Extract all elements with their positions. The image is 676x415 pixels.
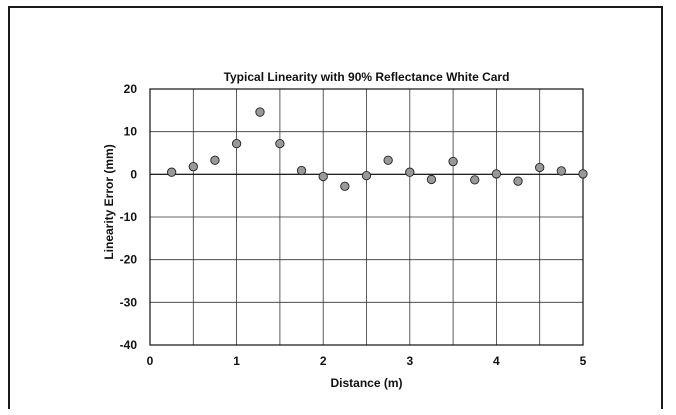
data-point [556, 166, 566, 176]
y-tick-label: 0 [130, 167, 137, 181]
y-tick-label: -40 [120, 338, 138, 352]
data-point [361, 170, 372, 181]
y-tick-label: -10 [120, 210, 138, 224]
y-tick-label: -30 [120, 295, 138, 309]
grid-lines [149, 88, 584, 346]
data-point [578, 169, 588, 179]
x-tick-label: 0 [147, 354, 154, 368]
y-tick-label: 10 [124, 125, 138, 139]
data-point [210, 155, 220, 165]
data-point [405, 167, 415, 177]
data-point [188, 162, 198, 172]
data-point [470, 175, 480, 185]
data-point [426, 174, 437, 185]
figure-frame [8, 6, 663, 409]
x-tick-label: 4 [493, 354, 500, 368]
data-points [166, 107, 588, 191]
x-tick-label: 1 [233, 354, 240, 368]
y-axis-label: Linearity Error (mm) [102, 144, 116, 259]
y-tick-labels: 20 10 0 -10 -20 -30 -40 [120, 82, 138, 352]
data-point [318, 171, 328, 182]
x-tick-label: 5 [580, 354, 587, 368]
x-tick-label: 3 [406, 354, 413, 368]
data-point [535, 162, 545, 173]
plot-area [149, 88, 584, 346]
x-tick-label: 2 [320, 354, 327, 368]
data-point [166, 167, 177, 177]
data-point [275, 138, 285, 149]
data-point [448, 156, 458, 167]
y-tick-label: -20 [120, 253, 138, 267]
data-point [383, 155, 393, 165]
chart-title: Typical Linearity with 90% Reflectance W… [224, 70, 510, 84]
data-point [340, 181, 350, 191]
data-point [231, 138, 242, 149]
data-point [513, 176, 523, 186]
y-tick-label: 20 [124, 82, 138, 96]
data-point [255, 107, 265, 117]
x-axis-label: Distance (m) [330, 376, 402, 390]
x-tick-labels: 0 1 2 3 4 5 [147, 354, 587, 368]
data-point [296, 165, 307, 176]
data-point [491, 169, 502, 179]
